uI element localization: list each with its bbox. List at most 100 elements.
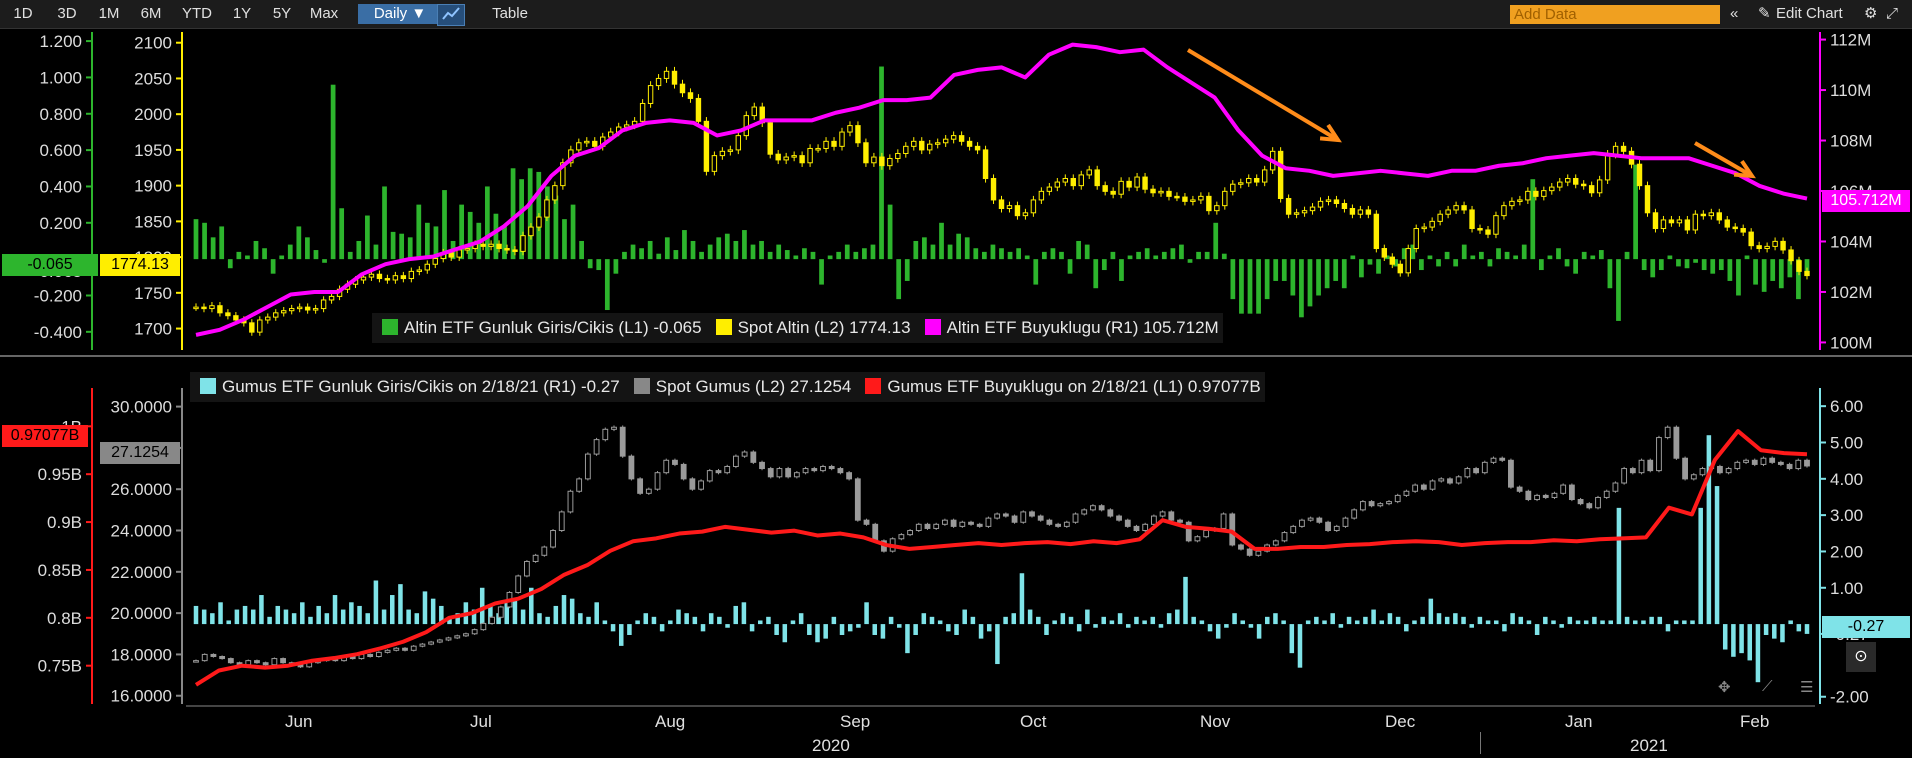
legend-item[interactable]: Spot Gumus (L2) 27.1254	[655, 377, 852, 396]
flow-bar	[937, 620, 943, 625]
flow-bar	[267, 616, 272, 625]
flow-bar	[1027, 609, 1033, 625]
candle-body	[1316, 517, 1323, 523]
flow-bar	[1581, 251, 1587, 260]
candle-body	[288, 308, 295, 312]
candle-body	[611, 426, 617, 430]
periodicity-dropdown[interactable]: Daily ▼	[358, 4, 442, 24]
flow-bar	[1487, 259, 1493, 267]
edit-chart-button[interactable]: Edit Chart	[1776, 5, 1843, 22]
flow-bar	[1119, 259, 1124, 281]
l1-axis-tick-label: 0.95B	[38, 465, 82, 484]
flow-bar	[962, 609, 967, 625]
range-1m[interactable]: 1M	[98, 5, 120, 22]
flow-bar	[610, 624, 616, 632]
range-3d[interactable]: 3D	[57, 5, 77, 22]
zoom-reset-icon[interactable]: ⊙	[1846, 642, 1876, 672]
table-button[interactable]: Table	[492, 5, 528, 22]
draw-icon[interactable]: ⟋	[1762, 678, 1773, 695]
flow-bar	[1513, 255, 1519, 260]
candle-body	[1469, 209, 1475, 230]
add-data-input[interactable]: Add Data	[1510, 5, 1720, 24]
flow-bar	[1359, 259, 1364, 278]
flow-bar	[1297, 624, 1303, 668]
candle-body	[1394, 494, 1401, 503]
flow-bar	[1350, 255, 1356, 260]
range-ytd[interactable]: YTD	[182, 5, 212, 22]
candle-body	[544, 199, 550, 218]
range-1d[interactable]: 1D	[13, 5, 33, 22]
range-6m[interactable]: 6M	[140, 5, 162, 22]
candle-body	[831, 140, 837, 147]
flow-bar	[1170, 248, 1176, 260]
r1-axis-tick-label: 100M	[1830, 333, 1873, 352]
expand-icon[interactable]: ⤢	[1886, 5, 1899, 22]
candle-body	[1525, 490, 1532, 501]
flow-bar	[947, 244, 953, 260]
flow-bar	[930, 244, 936, 260]
flow-bar	[1011, 613, 1017, 625]
legend-item[interactable]: Gumus ETF Buyuklugu on 2/18/21 (L1) 0.97…	[887, 377, 1261, 396]
candle-body	[1429, 480, 1436, 490]
flow-bar	[1706, 435, 1712, 625]
flow-bar	[1624, 251, 1630, 260]
legend-item[interactable]: Altin ETF Gunluk Giris/Cikis (L1) -0.065	[404, 318, 702, 337]
legend-item[interactable]: Spot Altin (L2) 1774.13	[737, 318, 911, 337]
candle-body	[895, 152, 901, 159]
chart-type-icon[interactable]	[437, 4, 465, 26]
candle-body	[1116, 515, 1122, 521]
candle-body	[233, 315, 239, 321]
flow-bar	[562, 219, 567, 260]
flow-bar	[1543, 616, 1548, 625]
candle-body	[1134, 176, 1140, 188]
candle-body	[1014, 205, 1021, 217]
crosshair-icon[interactable]: ✥	[1718, 679, 1731, 696]
flow-bar	[1264, 259, 1270, 300]
candle-body	[934, 142, 941, 145]
flow-bar	[569, 598, 575, 625]
flow-bar	[981, 251, 987, 260]
range-max[interactable]: Max	[309, 5, 339, 22]
flow-bar	[759, 240, 764, 260]
flow-bar	[502, 226, 507, 260]
flow-bar	[1453, 259, 1459, 267]
candle-body	[1586, 503, 1593, 509]
candle-body	[1090, 505, 1096, 511]
range-1y[interactable]: 1Y	[232, 5, 252, 22]
candle-body	[1158, 190, 1164, 194]
candle-body	[1804, 270, 1810, 277]
flow-bar	[1564, 259, 1570, 267]
range-5y[interactable]: 5Y	[272, 5, 292, 22]
candle-body	[1796, 260, 1802, 272]
flow-bar	[347, 251, 353, 260]
candle-body	[711, 155, 718, 172]
candle-body	[456, 249, 462, 258]
candle-body	[1166, 190, 1172, 197]
flow-bar	[872, 624, 878, 635]
candle-body	[1429, 220, 1435, 228]
settings-icon[interactable]: ⚙	[1864, 5, 1878, 22]
candle-body	[360, 276, 367, 281]
candle-body	[219, 655, 226, 660]
legend-item[interactable]: Altin ETF Buyuklugu (R1) 105.712M	[946, 318, 1219, 337]
flow-bar	[887, 204, 893, 260]
collapse-icon[interactable]: «	[1730, 5, 1739, 22]
list-icon[interactable]: ☰	[1800, 679, 1814, 696]
flow-bar	[986, 624, 992, 632]
flow-bar	[330, 84, 336, 260]
candle-body	[552, 185, 558, 201]
flow-bar	[1477, 616, 1483, 625]
flow-bar	[193, 219, 199, 260]
flow-bar	[399, 233, 405, 260]
flow-bar	[970, 616, 976, 625]
flow-bar	[922, 237, 927, 260]
flow-bar	[1427, 255, 1433, 260]
candle-body	[839, 131, 845, 147]
flow-bar	[1436, 613, 1442, 625]
candle-body	[879, 156, 885, 167]
candle-body	[1365, 209, 1372, 215]
flow-bar	[373, 580, 379, 625]
flow-bar	[1387, 613, 1393, 625]
legend-item[interactable]: Gumus ETF Gunluk Giris/Cikis on 2/18/21 …	[222, 377, 620, 396]
r1-axis-tick-label: 112M	[1830, 31, 1871, 50]
